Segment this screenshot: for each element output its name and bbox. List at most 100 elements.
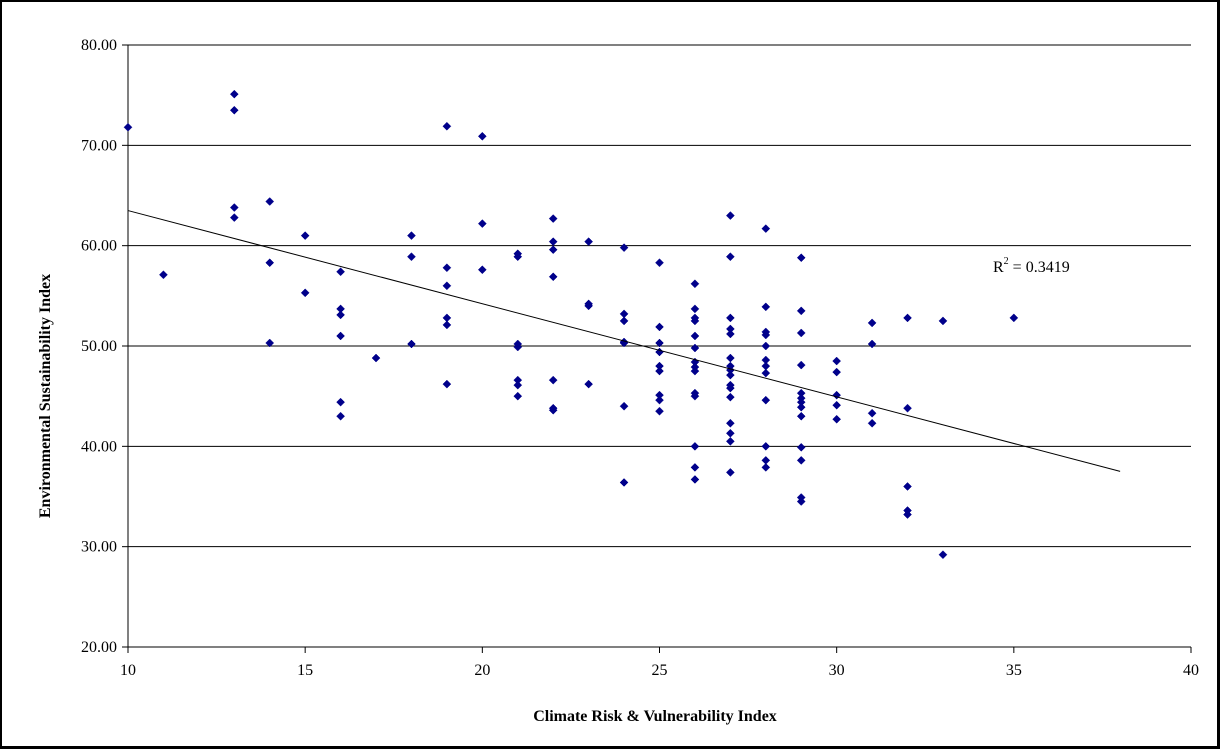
x-tick-labels: 10 15 20 25 30 35 40 [120,662,1199,679]
data-point [832,400,842,410]
data-point [690,304,700,314]
data-point [548,375,558,385]
data-point [300,288,310,298]
data-point [265,197,275,206]
data-point [690,366,700,376]
data-point [584,301,593,311]
r-squared-value: = 0.3419 [1009,259,1070,276]
x-tick-label: 20 [474,662,490,679]
data-point [229,213,239,222]
x-tick-label: 40 [1183,662,1199,679]
data-point [229,105,239,115]
data-point [726,392,735,402]
y-axis-title: Environmental Sustainability Index [37,274,54,518]
data-point [336,267,345,277]
data-point [690,441,700,451]
data-point [796,402,806,412]
data-point [690,463,700,472]
data-point [938,550,948,560]
data-point [903,403,912,413]
data-point [761,302,771,312]
data-point [867,339,877,349]
data-point [619,478,629,487]
data-point [796,328,806,338]
data-point [796,456,806,465]
data-point [619,316,629,326]
x-tick-label: 25 [652,662,668,679]
data-point [477,131,487,141]
data-point [726,383,735,393]
trendline [127,210,1121,472]
data-point [442,263,452,273]
data-point [726,418,735,428]
data-point [726,252,735,262]
data-point [407,339,416,349]
x-tick-label: 10 [120,662,136,679]
data-points [123,89,1019,560]
data-point [761,224,771,233]
data-point [796,411,806,421]
data-point [655,366,664,376]
y-tick-label: 70.00 [81,137,117,154]
y-tick-label: 50.00 [81,338,117,355]
data-point [229,89,239,99]
data-point [513,342,523,352]
data-point [726,353,735,363]
data-point [159,270,168,280]
data-point [867,318,877,328]
data-point [796,360,806,370]
data-point [300,231,310,240]
data-point [832,367,842,377]
data-point [407,231,416,240]
y-tick-label: 30.00 [81,539,117,556]
data-point [726,370,735,380]
data-point [442,379,452,389]
y-tick-labels: 20.00 30.00 40.00 50.00 60.00 70.00 80.00 [81,37,117,656]
data-point [726,313,735,323]
data-point [1009,313,1019,323]
axes [122,44,1192,653]
gridlines [128,44,1191,548]
r-squared-r: R [993,259,1004,276]
data-point [477,219,487,228]
data-point [123,122,133,132]
data-point [442,121,452,131]
data-point [442,320,452,330]
data-point [548,237,558,247]
data-point [548,405,558,415]
data-point [442,281,452,291]
data-point [761,330,771,340]
data-point [867,418,877,428]
data-point [726,436,735,446]
data-point [796,253,806,263]
data-point [584,237,593,247]
data-point [761,341,771,351]
data-point [867,408,877,418]
r-squared-exponent: 2 [1004,256,1009,267]
data-point [832,414,842,424]
x-tick-label: 35 [1006,662,1022,679]
data-point [371,353,381,363]
data-point [336,331,345,341]
data-point [655,406,664,416]
data-point [477,265,487,275]
data-point [690,391,700,401]
data-point [796,442,806,452]
data-point [336,397,345,407]
data-point [548,272,558,282]
data-point [619,243,629,253]
y-tick-label: 20.00 [81,639,117,656]
data-point [761,395,771,405]
data-point [336,310,345,320]
data-point [903,510,912,519]
data-point [690,331,700,341]
data-point [690,475,700,484]
x-axis-title: Climate Risk & Vulnerability Index [533,708,777,725]
data-point [690,279,700,289]
r-squared-label: R2 = 0.3419 [993,256,1070,276]
data-point [619,401,629,411]
data-point [655,258,664,268]
data-point [655,338,664,348]
